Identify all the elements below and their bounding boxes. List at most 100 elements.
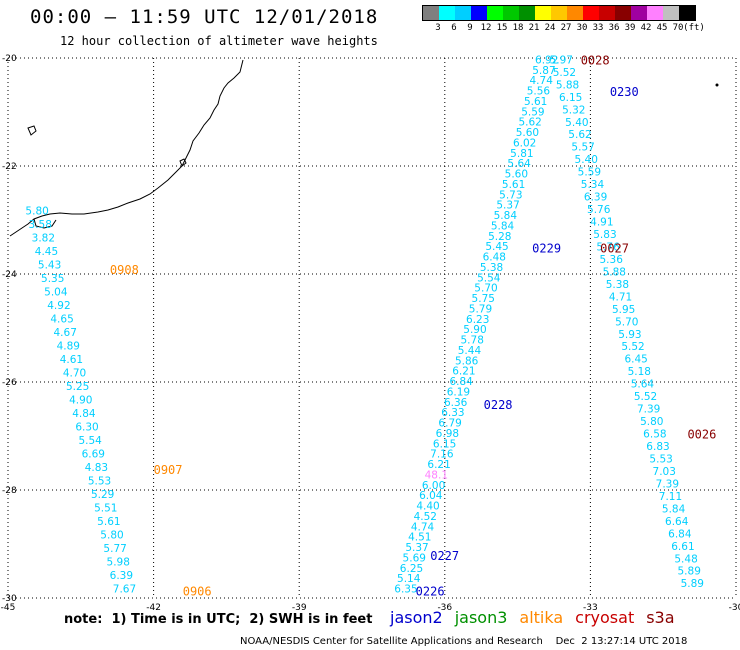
colorbar-label: 3	[435, 23, 441, 33]
wave-height-value: 5.60	[505, 169, 528, 181]
wave-height-value: 6.30	[75, 422, 98, 434]
wave-height-value: 4.67	[54, 327, 77, 339]
wave-height-value: 5.53	[88, 476, 111, 488]
legend-item-cryosat: cryosat	[575, 608, 635, 627]
wave-height-value: 5.61	[97, 516, 120, 528]
pass-time-labels: 0028 0230 0229 0027 0908 0228 0026 0907 0227 0226…	[110, 53, 716, 598]
wave-height-value: 6.83	[646, 441, 669, 453]
pass-time-label: 0230	[610, 85, 639, 99]
wave-height-value: 5.38	[606, 279, 629, 291]
wave-height-value: 6.15	[433, 438, 456, 450]
wave-height-value: 6.15	[559, 92, 582, 104]
wave-height-value: 7.11	[659, 491, 682, 503]
pass-time-label: 0028	[581, 53, 610, 67]
wave-height-value: 5.93	[618, 329, 641, 341]
lon-tick-label: -36	[437, 603, 452, 613]
wave-height-value: 5.79	[469, 303, 492, 315]
wave-height-value: 4.45	[35, 246, 58, 258]
wave-height-value: 5.84	[662, 503, 686, 515]
wave-height-value: 5.25	[66, 381, 89, 393]
wave-height-value: 6.84	[449, 376, 473, 388]
wave-height-value: 6.39	[110, 570, 133, 582]
wave-height-value: 6.69	[82, 449, 105, 461]
wave-height-value: 7.67	[113, 584, 136, 596]
lon-tick-label: -42	[146, 603, 161, 613]
wave-height-value: 6.33	[441, 407, 464, 419]
wave-height-value: 4.84	[72, 408, 96, 420]
legend-item-altika: altika	[519, 608, 564, 627]
colorbar-swatch	[551, 6, 567, 20]
pass-time-label: 0908	[110, 263, 139, 277]
colorbar-swatch	[567, 6, 583, 20]
wave-height-value: 5.88	[556, 79, 579, 91]
wave-height-value: 3.82	[32, 233, 55, 245]
colorbar-swatch	[471, 6, 487, 20]
wave-height-value: 5.48	[674, 553, 697, 565]
wave-height-value: 4.65	[50, 314, 73, 326]
wave-height-value: 5.64	[631, 379, 655, 391]
wave-height-value: 5.83	[593, 229, 616, 241]
wave-height-value: 6.92	[535, 54, 558, 66]
legend-item-s3a: s3a	[646, 608, 675, 627]
wave-height-value: 4.40	[416, 501, 439, 513]
wave-height-value: 5.62	[518, 117, 541, 129]
wave-height-value: 6.23	[466, 314, 489, 326]
wave-height-value: 5.54	[477, 272, 501, 284]
wave-height-value: 5.52	[553, 67, 576, 79]
colorbar-label: 39	[624, 23, 636, 33]
wave-height-value: 5.80	[25, 206, 48, 218]
wave-height-value: 5.53	[649, 453, 672, 465]
wave-height-value: 5.89	[681, 578, 704, 590]
pass-time-label: 0026	[687, 428, 716, 442]
wave-height-value: 5.38	[480, 262, 503, 274]
wave-height-value: 4.74	[411, 521, 435, 533]
wave-height-value: 5.54	[78, 435, 102, 447]
wave-height-value: 5.86	[455, 355, 479, 367]
coastline	[9, 59, 244, 237]
wave-height-value: 7.39	[656, 478, 679, 490]
wave-height-value: 6.19	[447, 386, 470, 398]
island	[179, 158, 187, 167]
colorbar-swatch	[679, 6, 695, 20]
colorbar-swatch	[615, 6, 631, 20]
wave-height-value: 5.69	[403, 552, 426, 564]
wave-height-value: 4.74	[530, 75, 554, 87]
wave-height-value: 5.75	[472, 293, 495, 305]
wave-height-value: 6.58	[643, 429, 666, 441]
wave-height-value: 5.76	[596, 241, 620, 253]
legend-item-jason3: jason3	[454, 608, 508, 627]
lat-tick-label: -28	[2, 486, 17, 496]
wave-height-value: 5.70	[615, 316, 638, 328]
wave-height-value: 5.87	[532, 65, 555, 77]
lon-tick-label: -39	[292, 603, 307, 613]
wave-height-value: 4.90	[69, 395, 92, 407]
wave-height-value: 4.83	[85, 462, 108, 474]
colorbar-swatch	[439, 6, 455, 20]
wave-height-value: 5.51	[94, 503, 117, 515]
wave-height-value: 4.71	[609, 291, 632, 303]
wave-height-value: 5.89	[678, 566, 701, 578]
wave-height-value: 5.80	[640, 416, 663, 428]
wave-height-value: 5.78	[461, 335, 484, 347]
wave-height-value: 5.29	[91, 489, 114, 501]
colorbar-swatch	[455, 6, 471, 20]
legend-item-jason2: jason2	[390, 608, 443, 627]
wave-height-value: 4.61	[60, 354, 83, 366]
wave-height-value: 5.70	[474, 283, 497, 295]
satellite-legend: jason2 jason3 altika cryosat s3a	[390, 608, 687, 627]
wave-height-value: 6.39	[584, 192, 607, 204]
wave-height-value: 5.61	[524, 96, 547, 108]
wave-height-value: 5.36	[600, 254, 624, 266]
wave-height-value: 7.03	[653, 466, 676, 478]
wave-height-value: 5.34	[581, 179, 605, 191]
wave-height-value: 6.36	[444, 397, 468, 409]
wave-height-value: 5.43	[38, 260, 61, 272]
colorbar-label: 27	[560, 23, 572, 33]
wave-height-value: 5.40	[565, 117, 588, 129]
wave-height-value: 5.52	[634, 391, 657, 403]
wave-height-value: 5.57	[571, 142, 594, 154]
wave-height-value: 5.88	[603, 266, 626, 278]
colorbar-label: 6	[451, 23, 457, 33]
wave-height-value: 4.52	[414, 511, 437, 523]
wave-height-value: 5.64	[507, 158, 531, 170]
